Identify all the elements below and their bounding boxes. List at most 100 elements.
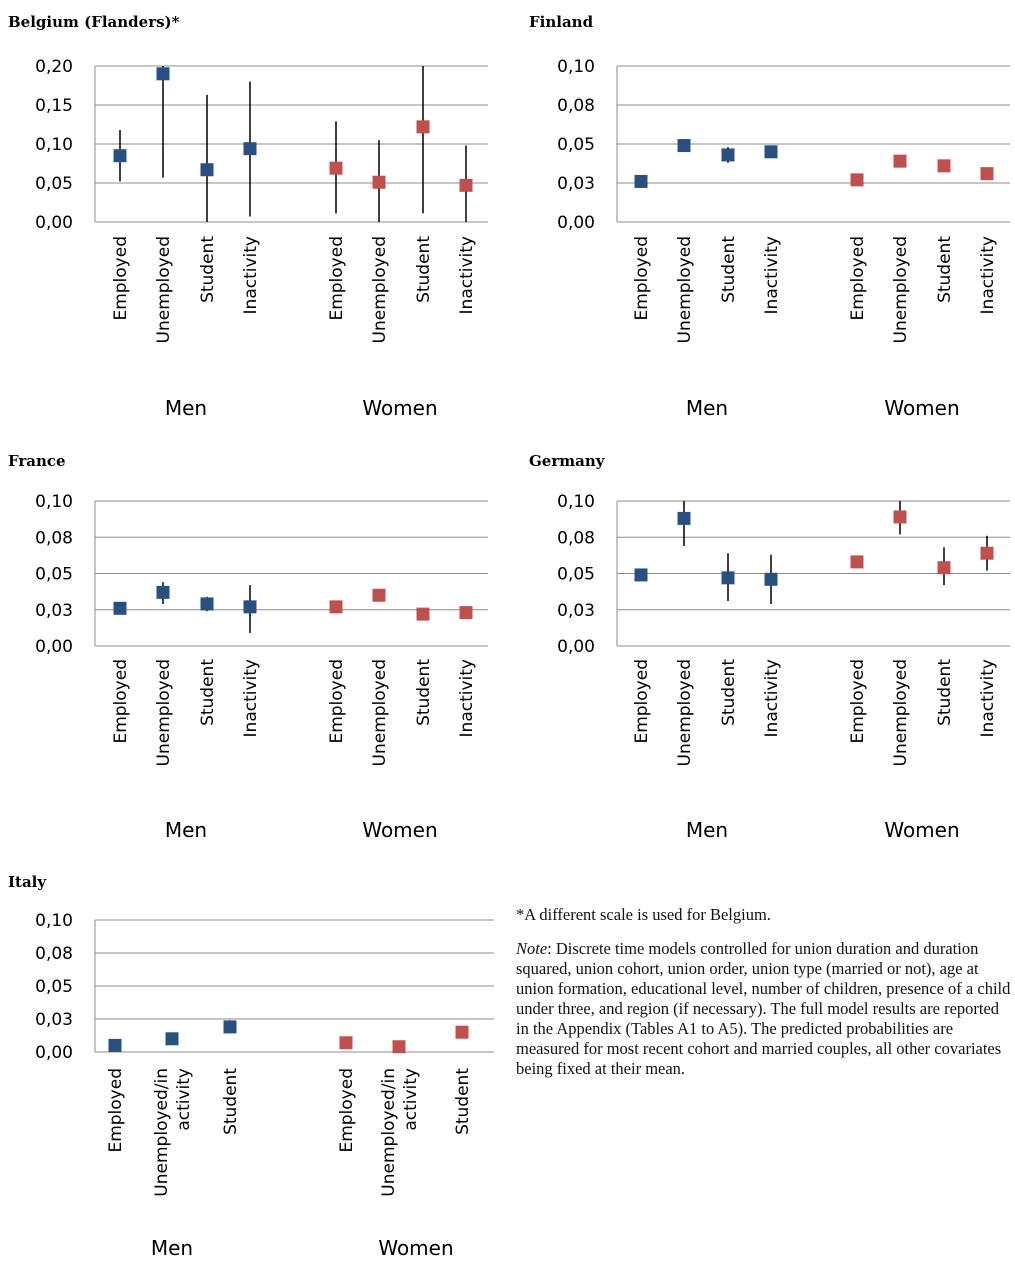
- category-label: Unemployed/in activity: [152, 1068, 194, 1197]
- data-point-men: [243, 600, 257, 614]
- y-tick-label: 0,10: [557, 492, 595, 512]
- category-label: Employed: [111, 659, 131, 744]
- data-point-women: [937, 561, 951, 575]
- category-label: Student: [453, 1068, 473, 1135]
- note-text: : Discrete time models controlled for un…: [516, 939, 1011, 1078]
- category-label: Unemployed/in activity: [379, 1068, 421, 1197]
- category-label: Unemployed: [370, 236, 390, 343]
- data-point-women: [416, 120, 430, 134]
- category-label: Employed: [327, 659, 347, 744]
- y-tick-label: 0,03: [35, 601, 73, 621]
- y-tick-label: 0,05: [35, 977, 73, 997]
- data-point-men: [113, 601, 127, 615]
- y-tick-label: 0,08: [35, 528, 73, 548]
- y-tick-label: 0,10: [35, 135, 73, 155]
- category-label: Unemployed: [370, 659, 390, 766]
- note-label: Note: [516, 939, 548, 958]
- category-label: Inactivity: [457, 659, 477, 737]
- category-label: Employed: [106, 1068, 126, 1153]
- category-label: Employed: [327, 236, 347, 321]
- data-point-women: [329, 600, 343, 614]
- panel-title: France: [8, 452, 66, 470]
- data-point-men: [677, 139, 691, 153]
- data-point-women: [392, 1040, 406, 1054]
- data-point-women: [372, 175, 386, 189]
- data-point-men: [243, 142, 257, 156]
- category-label: Student: [221, 1068, 241, 1135]
- category-label: Inactivity: [762, 236, 782, 314]
- data-point-men: [200, 163, 214, 177]
- category-label: Inactivity: [762, 659, 782, 737]
- category-label: Unemployed: [154, 236, 174, 343]
- data-point-women: [372, 588, 386, 602]
- y-tick-label: 0,08: [557, 96, 595, 116]
- data-point-women: [980, 167, 994, 181]
- category-label: Student: [198, 659, 218, 726]
- group-label: Men: [151, 1236, 193, 1260]
- y-tick-label: 0,00: [35, 1043, 73, 1063]
- data-point-men: [764, 572, 778, 586]
- data-point-men: [165, 1032, 179, 1046]
- data-point-women: [893, 510, 907, 524]
- y-tick-label: 0,10: [35, 911, 73, 931]
- scale-note: *A different scale is used for Belgium.: [516, 905, 771, 924]
- group-label: Women: [378, 1236, 453, 1260]
- category-label: Inactivity: [241, 659, 261, 737]
- category-label: Inactivity: [978, 659, 998, 737]
- y-tick-label: 0,00: [557, 637, 595, 657]
- category-label: Student: [198, 236, 218, 303]
- y-tick-label: 0,05: [35, 565, 73, 585]
- y-tick-label: 0,10: [557, 57, 595, 77]
- y-tick-label: 0,05: [557, 565, 595, 585]
- group-label: Women: [362, 818, 437, 842]
- category-label: Unemployed: [891, 236, 911, 343]
- group-label: Men: [686, 396, 728, 420]
- y-tick-label: 0,00: [557, 213, 595, 233]
- data-point-men: [677, 511, 691, 525]
- panel-title: Germany: [529, 452, 606, 470]
- category-label: Student: [935, 659, 955, 726]
- category-label: Employed: [337, 1068, 357, 1153]
- data-point-men: [721, 571, 735, 585]
- y-tick-label: 0,05: [557, 135, 595, 155]
- category-label: Unemployed: [154, 659, 174, 766]
- data-point-women: [980, 546, 994, 560]
- category-label: Employed: [848, 236, 868, 321]
- y-tick-label: 0,03: [35, 1010, 73, 1030]
- data-point-women: [893, 154, 907, 168]
- y-tick-label: 0,03: [557, 174, 595, 194]
- y-tick-label: 0,08: [35, 944, 73, 964]
- y-tick-label: 0,08: [557, 528, 595, 548]
- category-label: Unemployed: [891, 659, 911, 766]
- category-label: Unemployed: [675, 236, 695, 343]
- category-label: Student: [719, 236, 739, 303]
- category-label: Inactivity: [457, 236, 477, 314]
- group-label: Men: [686, 818, 728, 842]
- data-point-women: [850, 555, 864, 569]
- figure-notes: *A different scale is used for Belgium. …: [516, 905, 1014, 1093]
- group-label: Women: [884, 818, 959, 842]
- data-point-men: [223, 1020, 237, 1034]
- data-point-men: [634, 568, 648, 582]
- y-tick-label: 0,10: [35, 492, 73, 512]
- y-tick-label: 0,15: [35, 96, 73, 116]
- model-note: Note: Discrete time models controlled fo…: [516, 939, 1014, 1079]
- data-point-women: [455, 1025, 469, 1039]
- category-label: Student: [719, 659, 739, 726]
- category-label: Employed: [848, 659, 868, 744]
- category-label: Employed: [632, 659, 652, 744]
- data-point-men: [634, 174, 648, 188]
- data-point-men: [200, 597, 214, 611]
- y-tick-label: 0,20: [35, 57, 73, 77]
- data-point-women: [459, 606, 473, 620]
- category-label: Student: [414, 659, 434, 726]
- y-tick-label: 0,00: [35, 637, 73, 657]
- group-label: Women: [362, 396, 437, 420]
- group-label: Men: [165, 818, 207, 842]
- category-label: Inactivity: [241, 236, 261, 314]
- data-point-women: [937, 159, 951, 173]
- category-label: Inactivity: [978, 236, 998, 314]
- data-point-men: [764, 145, 778, 159]
- category-label: Unemployed: [675, 659, 695, 766]
